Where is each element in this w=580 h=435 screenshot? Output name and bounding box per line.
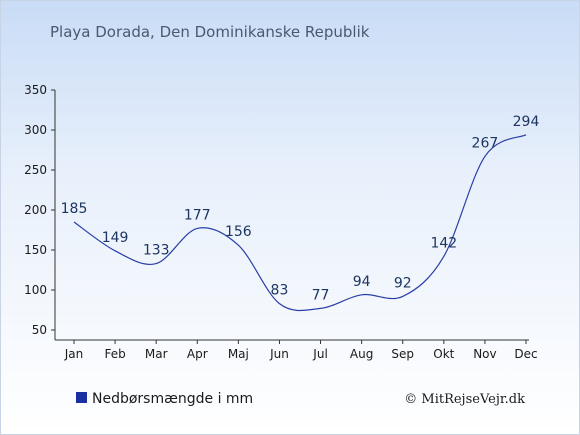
x-tick-label: Dec	[514, 347, 537, 361]
data-label: 267	[472, 135, 499, 151]
data-labels: 185 149 133 177 156 83 77 94 92 142 267 294	[61, 114, 540, 304]
legend-label: Nedbørsmængde i mm	[92, 391, 253, 407]
data-label: 77	[312, 287, 330, 303]
x-tick-label: Jul	[312, 347, 327, 361]
data-label: 149	[102, 230, 129, 246]
y-tick-label: 300	[24, 123, 47, 137]
y-tick-label: 100	[24, 283, 47, 297]
x-tick-label: Mar	[145, 347, 168, 361]
y-tick-label: 150	[24, 243, 47, 257]
series-line	[73, 134, 527, 312]
y-tick-label: 250	[24, 163, 47, 177]
chart-title: Playa Dorada, Den Dominikanske Republik	[50, 23, 370, 41]
legend-marker	[76, 392, 87, 403]
data-label: 177	[184, 207, 211, 223]
data-label: 83	[271, 283, 289, 299]
credit-text: © MitRejseVejr.dk	[404, 392, 525, 407]
y-tick-label: 50	[32, 323, 47, 337]
x-tick-label: Aug	[350, 347, 373, 361]
x-tick-label: Feb	[104, 347, 125, 361]
x-tick-label: Jan	[64, 347, 84, 361]
x-tick-label: Maj	[228, 347, 249, 361]
x-tick-label: Sep	[391, 347, 414, 361]
data-label: 294	[513, 114, 540, 130]
data-label: 94	[353, 274, 371, 290]
x-tick-label: Nov	[473, 347, 496, 361]
x-tick-label: Jun	[269, 347, 289, 361]
x-ticks: Jan Feb Mar Apr Maj Jun Jul Aug Sep Okt Nov Dec	[64, 340, 538, 361]
y-ticks: 50 100 150 200 250 300 350	[24, 83, 55, 337]
data-label: 142	[430, 235, 457, 251]
data-label: 133	[143, 243, 170, 259]
x-tick-label: Okt	[433, 347, 454, 361]
data-label: 156	[225, 224, 252, 240]
data-label: 185	[61, 201, 88, 217]
x-tick-label: Apr	[187, 347, 208, 361]
y-tick-label: 200	[24, 203, 47, 217]
data-label: 92	[394, 275, 412, 291]
y-tick-label: 350	[24, 83, 47, 97]
